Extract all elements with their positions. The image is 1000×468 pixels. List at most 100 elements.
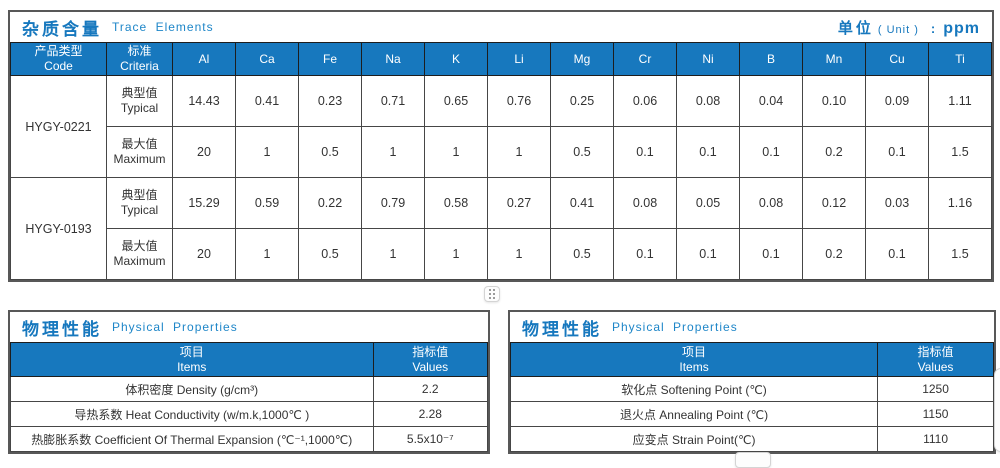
- physical-properties-left-panel: 物理性能 Physical Properties 项目 Items 指标值 Valu…: [8, 310, 490, 454]
- value-cell: 1: [235, 126, 299, 178]
- value-cell: 5.5x10⁻⁷: [372, 426, 489, 452]
- value-cell: 0.27: [487, 177, 551, 229]
- physical-left-table: 项目 Items 指标值 Values 体积密度 Density (g/cm³) 2…: [10, 342, 489, 452]
- value-cell: 0.08: [613, 177, 677, 229]
- table-row: 导热系数 Heat Conductivity (w/m.k,1000℃ ) 2.…: [10, 401, 489, 427]
- physical-left-title-bar: 物理性能 Physical Properties: [10, 312, 488, 342]
- drag-handle-bottom[interactable]: [735, 452, 771, 468]
- element-header: Al: [172, 42, 236, 76]
- criteria-header-cn: 标准: [127, 44, 152, 58]
- item-cell: 退火点 Annealing Point (℃): [509, 401, 879, 427]
- product-code-cell: HYGY-0221: [10, 75, 107, 178]
- item-cell: 导热系数 Heat Conductivity (w/m.k,1000℃ ): [10, 401, 374, 427]
- value-cell: 0.1: [676, 126, 740, 178]
- physical-right-title-en: Physical Properties: [612, 320, 738, 334]
- element-header: Fe: [298, 42, 362, 76]
- criteria-cn: 典型值: [121, 86, 158, 100]
- items-header-en: Items: [177, 359, 207, 374]
- physical-left-header-row: 项目 Items 指标值 Values: [10, 342, 489, 377]
- value-cell: 1110: [877, 426, 994, 452]
- physical-left-title-cn: 物理性能: [22, 319, 102, 339]
- trace-title-en: Trace Elements: [112, 20, 214, 34]
- value-cell: 0.1: [865, 126, 929, 178]
- unit-en: ( Unit ): [877, 23, 919, 36]
- value-cell: 0.1: [676, 228, 740, 280]
- value-cell: 0.12: [802, 177, 866, 229]
- value-cell: 2.28: [372, 401, 489, 427]
- value-cell: 1: [487, 228, 551, 280]
- table-row: HYGY-0193 典型值 Typical 15.29 0.59 0.22 0.7…: [10, 177, 992, 280]
- items-header: 项目 Items: [10, 342, 374, 377]
- table-row: 体积密度 Density (g/cm³) 2.2: [10, 376, 489, 402]
- table-row: 最大值 Maximum 20 1 0.5 1 1 1 0.5 0.1 0.1 0.…: [11, 228, 992, 280]
- value-cell: 0.03: [865, 177, 929, 229]
- product-header-cn: 产品类型: [34, 44, 83, 58]
- grip-dots-icon: [485, 287, 499, 301]
- value-cell: 0.79: [361, 177, 425, 229]
- value-cell: 0.22: [298, 177, 362, 229]
- values-header: 指标值 Values: [372, 342, 489, 377]
- value-cell: 0.1: [865, 228, 929, 280]
- table-row: 软化点 Softening Point (℃) 1250: [509, 376, 994, 402]
- element-header: Li: [487, 42, 551, 76]
- value-cell: 0.08: [676, 75, 740, 127]
- value-cell: 0.08: [739, 177, 803, 229]
- physical-right-title-bar: 物理性能 Physical Properties: [510, 312, 994, 342]
- value-cell: 0.10: [802, 75, 866, 127]
- value-cell: 0.05: [676, 177, 740, 229]
- element-header: Ni: [676, 42, 740, 76]
- items-header-en: Items: [679, 359, 709, 374]
- criteria-cn: 最大值: [121, 137, 158, 151]
- physical-right-header-row: 项目 Items 指标值 Values: [509, 342, 994, 377]
- value-cell: 0.65: [424, 75, 488, 127]
- value-cell: 0.04: [739, 75, 803, 127]
- value-cell: 0.2: [802, 228, 866, 280]
- trace-elements-table: 产品类型 Code 标准 Criteria Al Ca Fe Na K Li Mg …: [10, 42, 992, 280]
- criteria-cell: 典型值 Typical: [106, 177, 173, 229]
- physical-right-title-cn: 物理性能: [522, 319, 602, 339]
- physical-properties-right-panel: 物理性能 Physical Properties 项目 Items 指标值 Valu…: [508, 310, 996, 454]
- element-header: Cr: [613, 42, 677, 76]
- value-cell: 1: [424, 126, 488, 178]
- value-cell: 0.59: [235, 177, 299, 229]
- table-row: 最大值 Maximum 20 1 0.5 1 1 1 0.5 0.1 0.1 0.…: [11, 126, 992, 178]
- drag-handle-right[interactable]: [994, 368, 1000, 452]
- table-row: 退火点 Annealing Point (℃) 1150: [509, 401, 994, 427]
- value-cell: 0.25: [550, 75, 614, 127]
- value-cell: 0.5: [550, 228, 614, 280]
- value-cell: 1.11: [928, 75, 992, 127]
- element-header: B: [739, 42, 803, 76]
- value-cell: 1.5: [928, 228, 992, 280]
- item-cell: 应变点 Strain Point(℃): [509, 426, 879, 452]
- value-cell: 1150: [877, 401, 994, 427]
- criteria-cell: 典型值 Typical: [106, 75, 173, 127]
- value-cell: 0.23: [298, 75, 362, 127]
- value-cell: 0.58: [424, 177, 488, 229]
- table-row: 热膨胀系数 Coefficient Of Thermal Expansion (…: [10, 426, 489, 452]
- element-header: Ca: [235, 42, 299, 76]
- item-cell: 软化点 Softening Point (℃): [509, 376, 879, 402]
- value-cell: 20: [172, 126, 236, 178]
- value-cell: 0.41: [235, 75, 299, 127]
- trace-title-cn: 杂质含量: [22, 19, 102, 39]
- element-header: Cu: [865, 42, 929, 76]
- value-cell: 14.43: [172, 75, 236, 127]
- value-cell: 1.5: [928, 126, 992, 178]
- criteria-en: Typical: [120, 203, 159, 217]
- table-row: 应变点 Strain Point(℃) 1110: [509, 426, 994, 452]
- criteria-cn: 最大值: [121, 239, 158, 253]
- value-cell: 0.41: [550, 177, 614, 229]
- value-cell: 0.09: [865, 75, 929, 127]
- trace-elements-panel: 杂质含量 Trace Elements 单位 ( Unit ) : ppm 产品…: [8, 10, 994, 282]
- drag-handle[interactable]: [484, 286, 500, 302]
- criteria-cell: 最大值 Maximum: [106, 228, 173, 280]
- value-cell: 0.1: [739, 126, 803, 178]
- trace-title-bar: 杂质含量 Trace Elements 单位 ( Unit ) : ppm: [10, 12, 992, 42]
- product-header-en: Code: [44, 59, 73, 73]
- value-cell: 0.1: [613, 228, 677, 280]
- value-cell: 20: [172, 228, 236, 280]
- item-cell: 体积密度 Density (g/cm³): [10, 376, 374, 402]
- items-header-cn: 项目: [179, 344, 204, 359]
- values-header: 指标值 Values: [877, 342, 994, 377]
- criteria-header-en: Criteria: [120, 59, 159, 73]
